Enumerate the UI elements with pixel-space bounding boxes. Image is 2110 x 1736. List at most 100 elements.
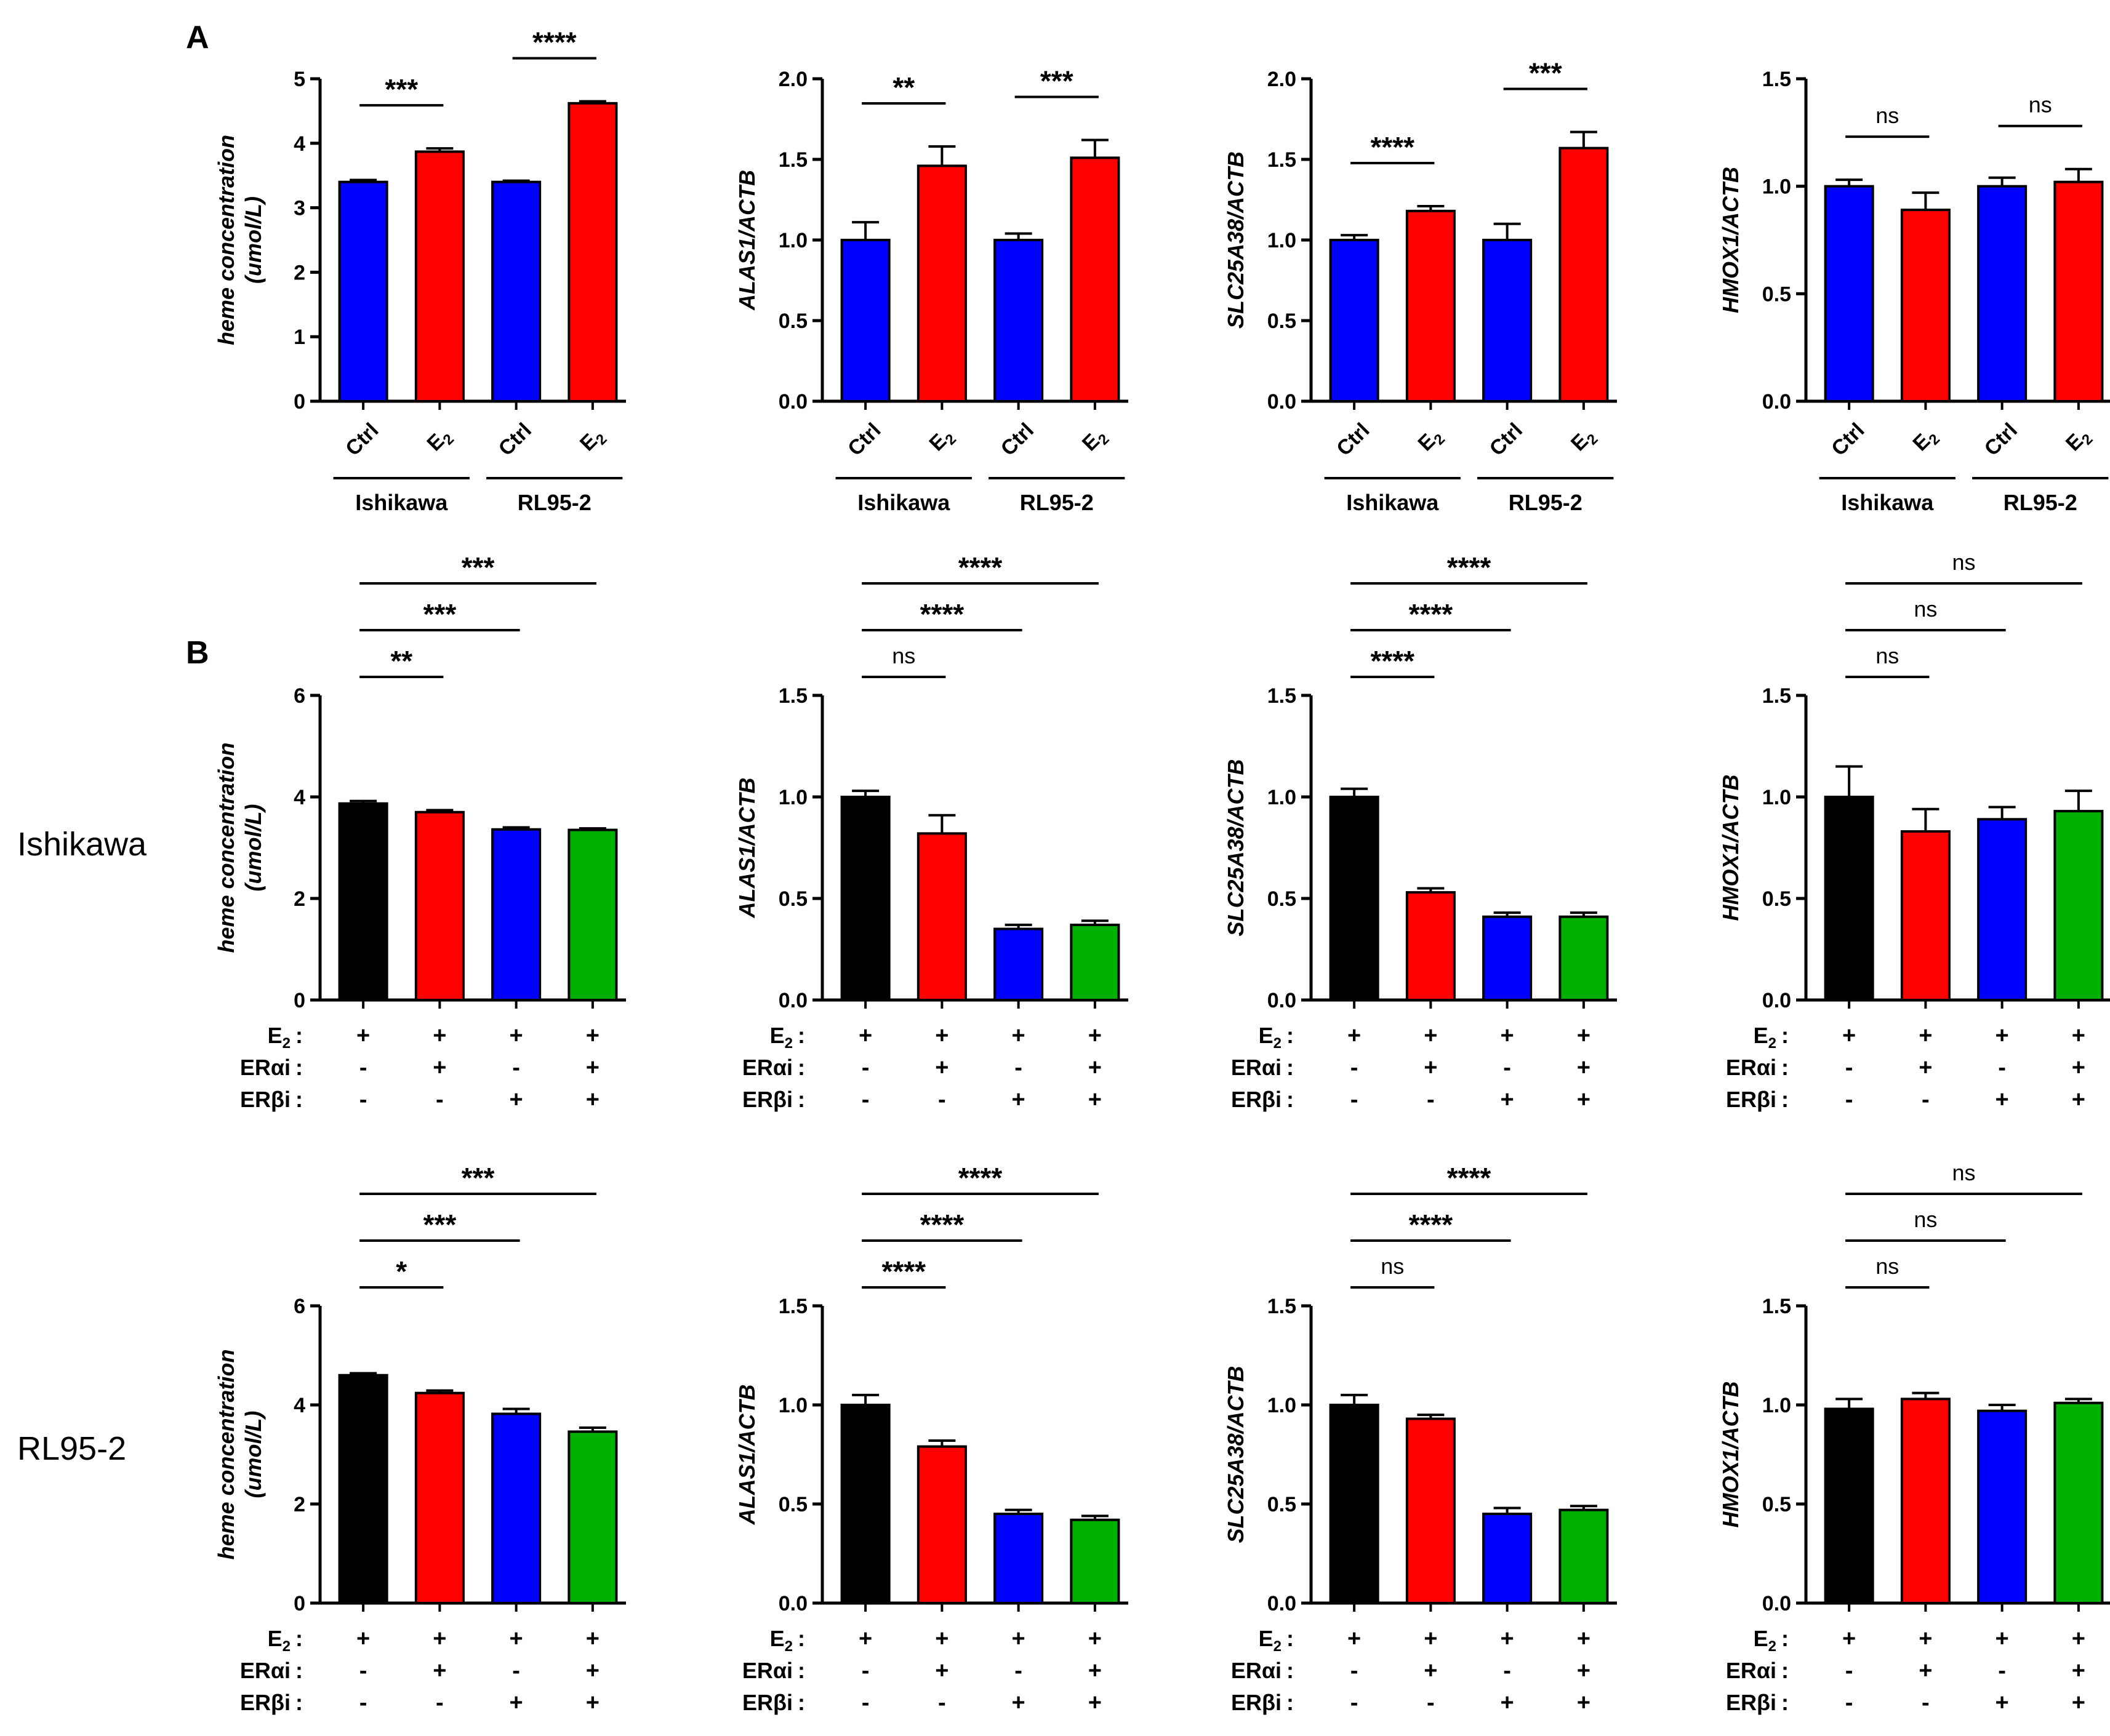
treatment-mark: - (1503, 1658, 1511, 1684)
bar (338, 802, 388, 1001)
treatment-mark: - (862, 1690, 870, 1716)
treatment-colon: : (1781, 1658, 1789, 1683)
treatment-mark: + (510, 1087, 523, 1113)
significance-label: *** (423, 1209, 457, 1241)
bar (338, 1374, 388, 1604)
treatment-mark: - (1845, 1055, 1853, 1081)
treatment-mark: + (1501, 1690, 1514, 1716)
significance-label: ns (892, 643, 915, 668)
treatment-mark: - (1845, 1087, 1853, 1113)
significance-label: ns (1914, 596, 1937, 622)
y-tick-label: 1.5 (1267, 1295, 1296, 1318)
bar (1070, 923, 1120, 1002)
treatment-mark: - (1503, 1055, 1511, 1081)
significance-label: **** (1370, 645, 1414, 677)
significance-label: ns (2029, 92, 2052, 118)
treatment-colon: : (295, 1055, 303, 1080)
y-tick-label: 0 (294, 390, 305, 414)
bar (1405, 209, 1456, 402)
y-tick-label: 1.5 (1762, 684, 1791, 708)
y-tick-label: 2 (294, 1493, 305, 1516)
treatment-mark: + (510, 1023, 523, 1049)
treatment-mark: - (1350, 1658, 1358, 1684)
bar (1824, 796, 1874, 1001)
treatment-mark: + (586, 1087, 600, 1113)
x-tick-label: E2 (1908, 423, 1943, 458)
treatment-mark: + (1577, 1658, 1591, 1684)
significance-label: **** (958, 1162, 1003, 1194)
y-tick-label: 0.0 (1762, 989, 1791, 1012)
y-axis-title: HMOX1/ACTB (1718, 1381, 1743, 1527)
treatment-mark: + (2072, 1055, 2085, 1081)
significance-label: ns (1914, 1207, 1937, 1232)
treatment-label: ERαi (742, 1658, 793, 1683)
treatment-mark: + (1577, 1023, 1591, 1049)
treatment-mark: + (1088, 1690, 1102, 1716)
y-tick-label: 2.0 (779, 68, 808, 91)
treatment-colon: : (295, 1690, 303, 1715)
treatment-mark: - (436, 1690, 444, 1716)
significance-label: *** (462, 551, 495, 583)
treatment-mark: + (1088, 1087, 1102, 1113)
treatment-mark: + (586, 1690, 600, 1716)
y-tick-label: 1.0 (779, 229, 808, 252)
significance-label: ns (1875, 103, 1899, 128)
treatment-mark: - (862, 1087, 870, 1113)
treatment-mark: + (2072, 1087, 2085, 1113)
bar (1482, 239, 1533, 402)
y-axis-title-line: heme concentration (214, 135, 239, 345)
y-tick-label: 1.5 (779, 684, 808, 708)
y-tick-label: 1 (294, 326, 305, 349)
bar (1900, 209, 1951, 402)
y-tick-label: 2 (294, 887, 305, 911)
treatment-label: ERβi (1726, 1690, 1776, 1715)
treatment-mark: + (2072, 1690, 2085, 1716)
x-tick-label: Ctrl (843, 418, 885, 460)
bar (993, 1513, 1044, 1605)
treatment-mark: - (862, 1658, 870, 1684)
treatment-colon: : (1286, 1087, 1294, 1112)
treatment-mark: + (935, 1055, 949, 1081)
treatment-mark: + (1919, 1023, 1932, 1049)
treatment-colon: : (1781, 1055, 1789, 1080)
significance-label: ns (1952, 1160, 1975, 1185)
y-tick-label: 1.5 (779, 1295, 808, 1318)
treatment-mark: - (359, 1658, 367, 1684)
y-tick-label: 0.0 (1762, 1592, 1791, 1615)
panel-a-label: A (186, 20, 209, 55)
y-tick-label: 0.5 (779, 310, 808, 333)
bar (1824, 185, 1874, 402)
treatment-mark: + (1842, 1023, 1856, 1049)
treatment-mark: + (1012, 1690, 1025, 1716)
treatment-mark: + (1842, 1626, 1856, 1652)
x-tick-label: E2 (1413, 423, 1448, 458)
bar (2053, 180, 2104, 402)
treatment-mark: + (935, 1626, 949, 1652)
treatment-mark: + (1088, 1626, 1102, 1652)
treatment-mark: + (1501, 1087, 1514, 1113)
treatment-mark: - (1427, 1087, 1435, 1113)
y-tick-label: 0.0 (779, 989, 808, 1012)
treatment-mark: + (510, 1690, 523, 1716)
treatment-mark: + (1424, 1023, 1437, 1049)
x-tick-label: Ctrl (997, 418, 1038, 460)
bar (1482, 1513, 1533, 1605)
treatment-mark: - (512, 1055, 520, 1081)
y-tick-label: 6 (294, 1295, 305, 1318)
treatment-colon: : (798, 1690, 805, 1715)
treatment-label: E2 (268, 1626, 291, 1655)
treatment-label: ERαi (240, 1658, 291, 1683)
treatment-mark: + (1996, 1690, 2009, 1716)
bar (840, 796, 891, 1001)
treatment-mark: + (1088, 1023, 1102, 1049)
y-tick-label: 0.5 (779, 1493, 808, 1516)
bar (1329, 1404, 1379, 1604)
x-tick-label: E2 (1566, 423, 1602, 458)
treatment-label: ERβi (742, 1690, 793, 1715)
treatment-colon: : (295, 1087, 303, 1112)
